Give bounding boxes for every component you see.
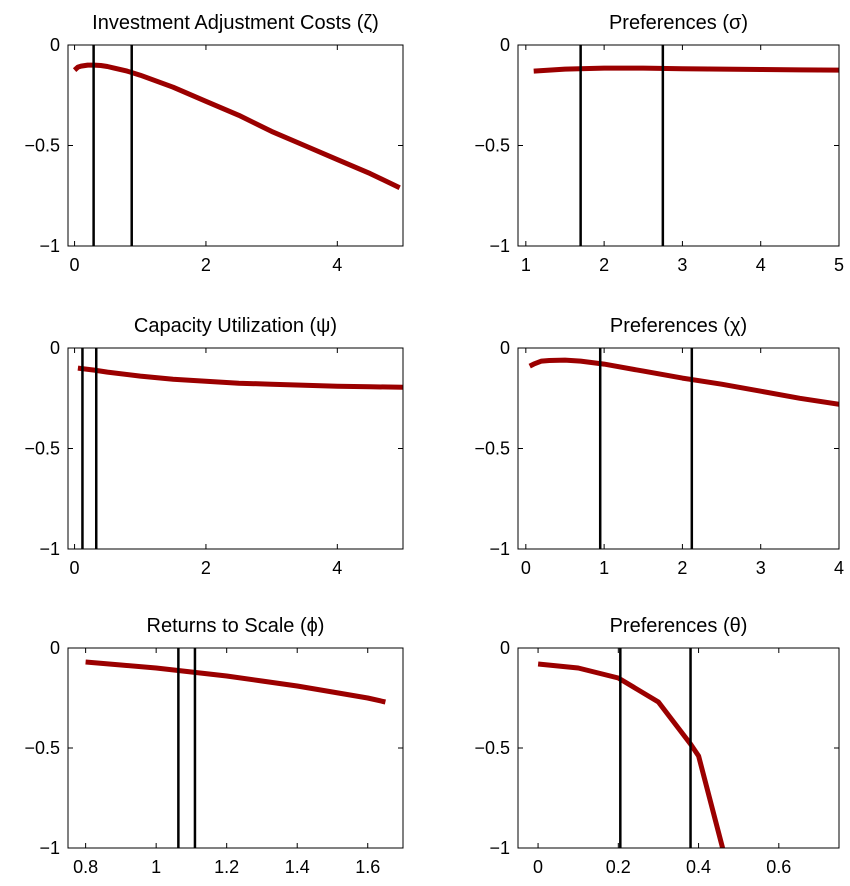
y-tick-label: −1 [489,236,510,256]
y-tick-label: 0 [500,638,510,658]
preferences-theta-panel: Preferences (θ) 0 0.2 0.4 0.6 −1 −0.5 0 [474,615,839,877]
x-tick-label: 0.2 [606,857,631,877]
x-tick-label: 5 [834,255,844,275]
y-tick-label: −1 [39,236,60,256]
y-tick-label: −1 [489,539,510,559]
x-tick-label: 0.6 [766,857,791,877]
x-tick-label: 3 [677,255,687,275]
investment-adjustment-costs-panel: Investment Adjustment Costs (ζ) 0 2 4 −1 −0.5… [24,12,403,275]
x-tick-label: 1.2 [214,857,239,877]
x-tick-label: 1.6 [355,857,380,877]
chart-title: Capacity Utilization (ψ) [134,315,337,337]
preferences-chi-panel: Preferences (χ) 0 1 2 3 4 −1 −0.5 0 [474,315,844,578]
series-line [530,360,839,404]
series-line [538,664,723,848]
x-tick-label: 0 [521,558,531,578]
y-tick-label: −1 [489,838,510,858]
y-tick-label: 0 [50,35,60,55]
x-tick-label: 1 [521,255,531,275]
series-line [78,368,403,387]
y-tick-label: 0 [50,638,60,658]
x-tick-label: 2 [201,558,211,578]
y-tick-label: 0 [500,35,510,55]
x-tick-label: 2 [599,255,609,275]
x-tick-label: 0 [70,255,80,275]
returns-to-scale-panel: Returns to Scale (ϕ) 0.8 1 1.2 1.4 1.6 −1 −0.5 0 [24,615,403,877]
x-tick-label: 0 [70,558,80,578]
chart-title: Investment Adjustment Costs (ζ) [92,12,379,34]
y-tick-label: −0.5 [474,439,510,459]
x-tick-label: 4 [332,558,342,578]
axes-frame [68,45,403,246]
y-tick-label: −0.5 [24,439,60,459]
x-tick-label: 3 [756,558,766,578]
series-line [86,662,386,702]
y-tick-label: −1 [39,539,60,559]
chart-title: Preferences (θ) [610,615,748,637]
y-tick-label: −1 [39,838,60,858]
x-tick-label: 1.4 [285,857,310,877]
series-line [75,65,400,188]
y-tick-label: −0.5 [24,136,60,156]
x-tick-label: 2 [677,558,687,578]
y-tick-label: −0.5 [474,136,510,156]
x-tick-label: 0.4 [686,857,711,877]
axes-frame [518,648,839,848]
x-tick-label: 0 [533,857,543,877]
x-tick-label: 1 [599,558,609,578]
x-tick-label: 1 [151,857,161,877]
preferences-sigma-panel: Preferences (σ) 1 2 3 4 5 −1 −0.5 0 [474,12,844,275]
y-tick-label: 0 [50,338,60,358]
chart-title: Returns to Scale (ϕ) [147,615,325,637]
x-tick-label: 2 [201,255,211,275]
y-tick-label: 0 [500,338,510,358]
x-tick-label: 4 [756,255,766,275]
capacity-utilization-panel: Capacity Utilization (ψ) 0 2 4 −1 −0.5 0 [24,315,403,578]
x-tick-label: 0.8 [73,857,98,877]
x-tick-label: 4 [834,558,844,578]
axes-frame [518,45,839,246]
chart-title: Preferences (σ) [609,12,748,34]
x-tick-label: 4 [332,255,342,275]
y-tick-label: −0.5 [24,738,60,758]
y-tick-label: −0.5 [474,738,510,758]
chart-title: Preferences (χ) [610,315,747,337]
axes-frame [68,348,403,549]
